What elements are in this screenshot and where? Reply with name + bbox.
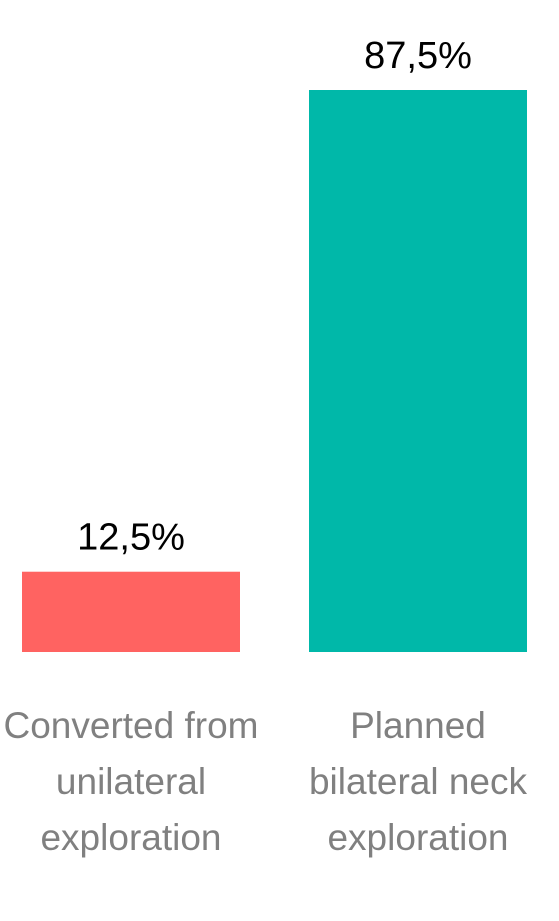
value-label: 12,5% — [77, 517, 185, 559]
bar — [22, 571, 240, 652]
category-label: Planned bilateral neck exploration — [308, 705, 527, 858]
value-label: 87,5% — [364, 35, 472, 77]
bar — [309, 90, 527, 652]
category-label: Converted from unilateral exploration — [3, 705, 259, 858]
